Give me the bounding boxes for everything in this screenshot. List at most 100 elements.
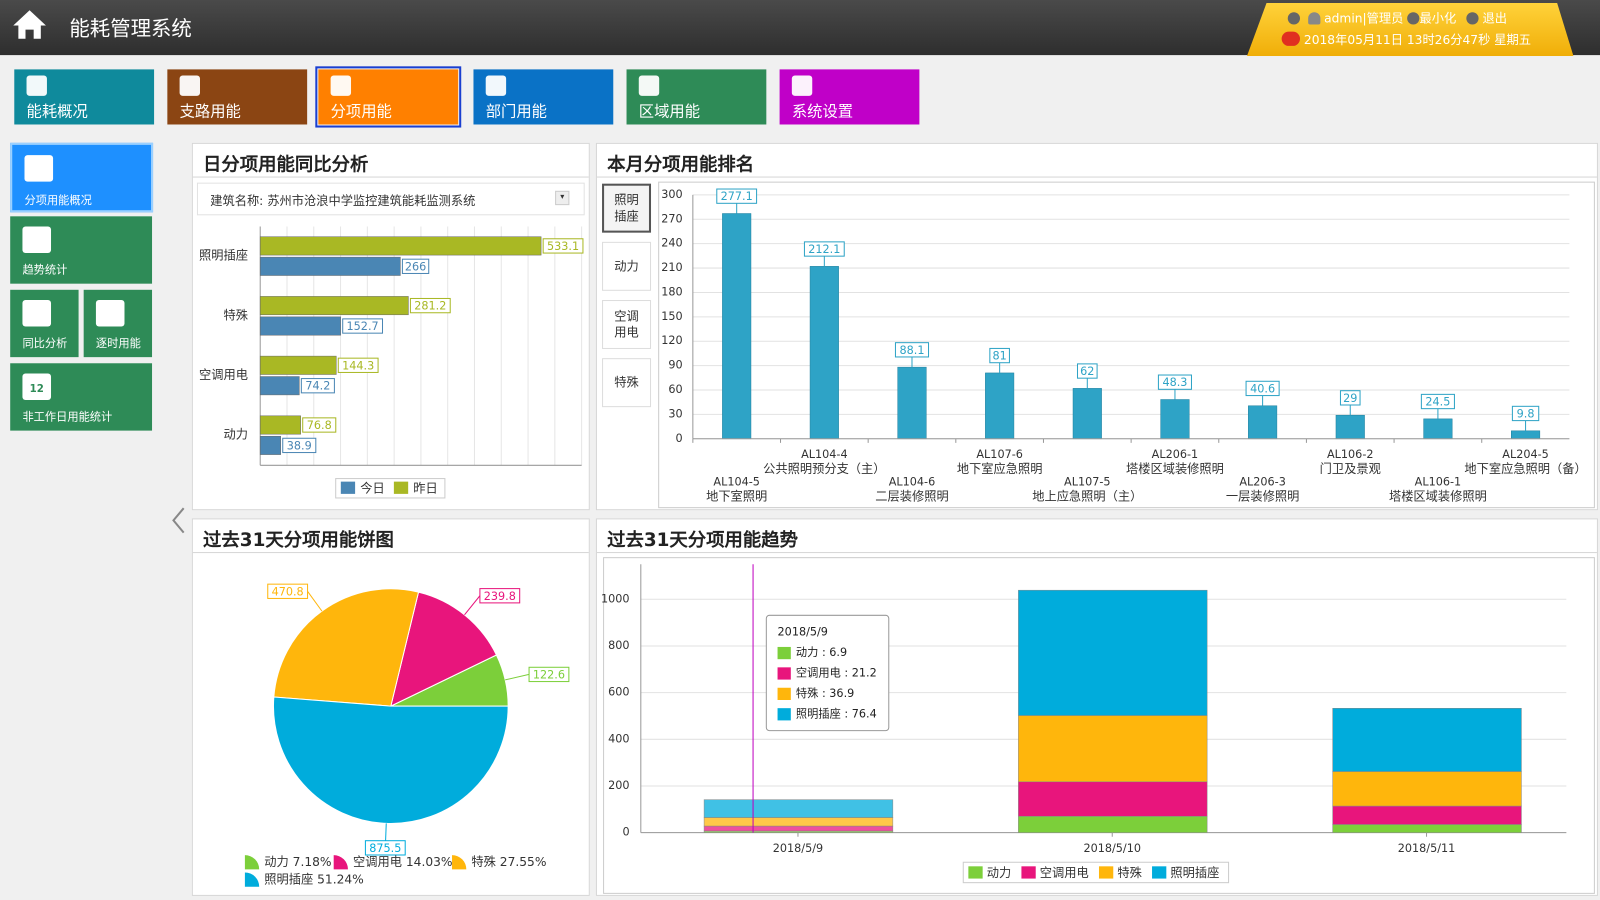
pie-slice xyxy=(272,696,509,824)
sidebar-item[interactable]: 12 非工作日用能统计 xyxy=(10,363,153,431)
bar xyxy=(1335,414,1365,440)
tooltip-swatch xyxy=(777,708,791,721)
value-label: 88.1 xyxy=(899,344,924,357)
tab[interactable]: 动力 xyxy=(602,241,652,291)
x-tick-label: 一层装修照明 xyxy=(1226,488,1299,503)
legend-label: 动力 7.18% xyxy=(264,855,331,869)
nav-button[interactable]: 部门用能 xyxy=(473,69,614,125)
bar-segment xyxy=(703,825,894,832)
bar xyxy=(259,296,409,316)
tooltip-name: 照明插座 xyxy=(796,706,841,720)
y-tick-label: 动力 xyxy=(223,428,247,442)
sidebar-item[interactable]: 分项用能概况 xyxy=(10,142,154,213)
value-label: 48.3 xyxy=(1162,376,1187,389)
y-tick-label: 空调用电 xyxy=(199,368,248,382)
legend-label: 空调用电 14.03% xyxy=(353,855,453,869)
calendar-icon: 12 xyxy=(22,373,52,400)
bar-segment xyxy=(1018,715,1208,783)
bar xyxy=(259,256,401,276)
legend-swatch xyxy=(340,481,356,494)
label-box xyxy=(337,357,379,373)
sidebar-item[interactable]: 同比分析 xyxy=(10,289,79,358)
label-box xyxy=(989,347,1010,364)
bar xyxy=(259,435,281,455)
value-label: 29 xyxy=(1343,392,1357,405)
collapse-arrow[interactable] xyxy=(169,506,187,535)
x-tick-label: 塔楼区域装修照明 xyxy=(1389,488,1487,503)
building-filter[interactable]: 建筑名称: 苏州市沧浪中学监控建筑能耗监测系统 ▾ xyxy=(196,182,585,216)
panel-title: 过去31天分项用能趋势 xyxy=(607,529,799,552)
bar-segment xyxy=(1332,824,1522,833)
sidebar-item[interactable]: 逐时用能 xyxy=(83,289,153,358)
x-tick-label: 2018/5/10 xyxy=(1083,842,1141,855)
nav-button[interactable]: 分项用能 xyxy=(315,66,462,128)
tooltip-swatch xyxy=(777,687,791,700)
tooltip-sep: : xyxy=(822,646,826,659)
y-tick-label: 特殊 xyxy=(223,307,247,322)
legend-swatch xyxy=(393,481,409,494)
nav-button[interactable]: 系统设置 xyxy=(779,69,920,125)
label-box xyxy=(1157,374,1192,390)
nav-label: 部门用能 xyxy=(485,102,547,121)
bar-segment xyxy=(1332,771,1522,807)
label-box xyxy=(1339,390,1361,406)
legend-swatch xyxy=(244,855,260,870)
tab[interactable]: 空调用电 xyxy=(602,299,652,349)
home-icon[interactable] xyxy=(12,8,47,41)
filter-label: 建筑名称: xyxy=(210,193,264,209)
label-box xyxy=(300,378,335,394)
panel-title: 日分项用能同比分析 xyxy=(203,154,369,176)
x-tick-label: 公共照明预分支（主） xyxy=(763,462,885,476)
legend-swatch xyxy=(333,855,348,870)
value-label: 62 xyxy=(1080,365,1094,378)
label-box xyxy=(803,241,845,257)
sidebar-label: 分项用能概况 xyxy=(24,193,92,208)
nav-button[interactable]: 支路用能 xyxy=(167,69,308,125)
bar xyxy=(259,316,341,336)
y-tick-label: 600 xyxy=(608,686,629,699)
user-bar: admin|管理员 最小化 退出 2018年05月11日 13时26分47秒 星… xyxy=(1246,3,1574,57)
tooltip-value: 36.9 xyxy=(829,687,854,700)
app-title: 能耗管理系统 xyxy=(69,16,192,41)
tab[interactable]: 照明插座 xyxy=(602,183,652,233)
label-box xyxy=(302,417,337,433)
pie-slice xyxy=(390,591,498,708)
nav-button[interactable]: 区域用能 xyxy=(626,69,767,125)
tab[interactable]: 特殊 xyxy=(602,358,652,408)
legend-swatch xyxy=(968,866,983,879)
y-tick-label: 120 xyxy=(661,334,682,347)
sidebar-item[interactable]: 趋势统计 xyxy=(10,216,153,284)
logout-button[interactable]: 退出 xyxy=(1482,11,1507,26)
x-tick-label: 二层装修照明 xyxy=(875,488,948,503)
x-tick-label: AL204-5 xyxy=(1502,448,1549,461)
legend-swatch xyxy=(1152,866,1167,879)
label-box xyxy=(1076,363,1098,379)
label-box xyxy=(282,437,317,454)
value-label: 76.8 xyxy=(307,419,332,432)
y-tick-label: 240 xyxy=(661,237,682,250)
bar xyxy=(1511,430,1541,440)
label-box xyxy=(1245,380,1280,397)
bar xyxy=(259,415,301,435)
bar xyxy=(1248,405,1278,440)
tooltip-value: 21.2 xyxy=(852,666,877,679)
tooltip-title: 2018/5/9 xyxy=(778,626,828,639)
tooltip-row: 空调用电 : 21.2 xyxy=(796,665,877,679)
x-tick-label: AL104-6 xyxy=(889,476,936,489)
y-tick-label: 200 xyxy=(608,779,629,792)
label-box xyxy=(542,238,584,254)
x-tick-label: 地下室照明 xyxy=(706,488,767,503)
legend-swatch xyxy=(452,855,467,870)
bar-segment xyxy=(1332,805,1522,825)
nav-button[interactable]: 能耗概况 xyxy=(14,69,155,125)
value-label: 24.5 xyxy=(1425,396,1450,409)
value-label: 9.8 xyxy=(1517,407,1535,420)
y-tick-label: 照明插座 xyxy=(199,248,248,263)
tooltip-name: 空调用电 xyxy=(796,665,841,679)
legend-label: 照明插座 xyxy=(1170,865,1219,880)
x-tick-label: AL206-3 xyxy=(1239,476,1286,489)
minimize-button[interactable]: 最小化 xyxy=(1419,11,1457,26)
value-label: 74.2 xyxy=(305,380,330,393)
